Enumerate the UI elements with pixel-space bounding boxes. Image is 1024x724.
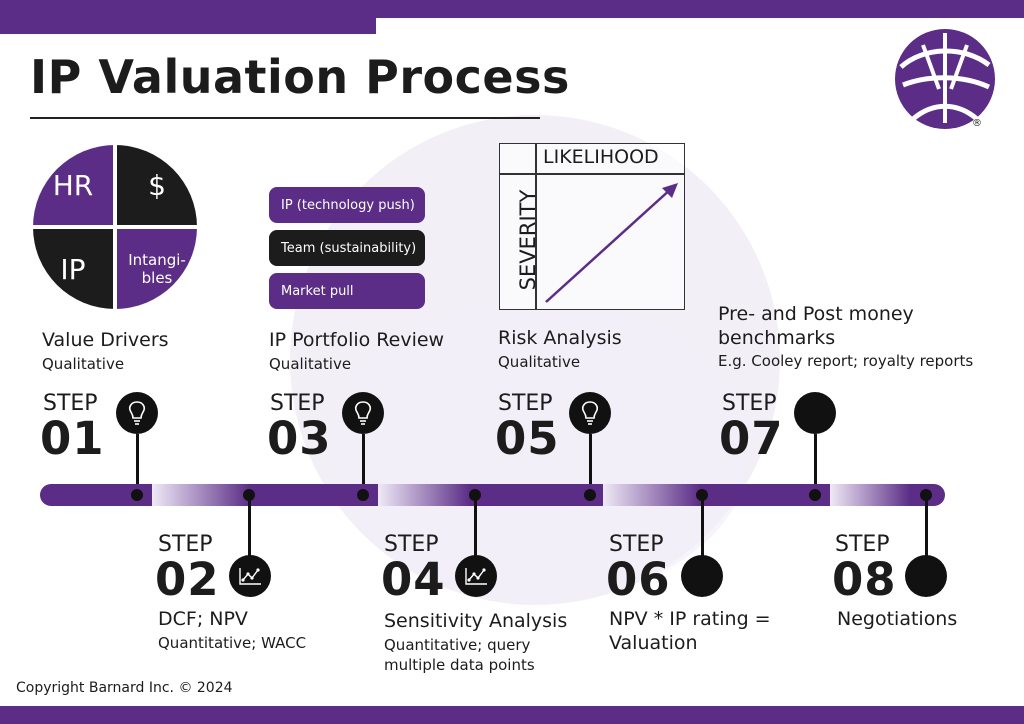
quadrant-ip-label: IP bbox=[60, 252, 86, 286]
lightbulb-icon bbox=[116, 392, 158, 434]
step-03-number: 03 bbox=[267, 412, 332, 465]
timeline-dot-01 bbox=[131, 489, 143, 501]
step-04-sub-line1: Quantitative; query bbox=[384, 636, 531, 654]
step-02-label: DCF; NPV bbox=[158, 608, 248, 630]
risk-severity-label: SEVERITY bbox=[516, 189, 540, 291]
step-03-connector bbox=[362, 434, 365, 490]
step-04-connector bbox=[474, 500, 477, 556]
risk-trend-arrow bbox=[545, 183, 678, 303]
step-05-label: Risk Analysis bbox=[498, 327, 622, 349]
step-02-number: 02 bbox=[155, 553, 220, 606]
step-01-sub: Qualitative bbox=[42, 355, 125, 373]
step-03-sub: Qualitative bbox=[269, 355, 352, 373]
timeline-dot-08 bbox=[920, 489, 932, 501]
brand-logo bbox=[893, 27, 997, 131]
step-03-word: STEP bbox=[270, 391, 325, 416]
step-01-word: STEP bbox=[43, 391, 98, 416]
step-07-word: STEP bbox=[722, 391, 777, 416]
step-08-connector bbox=[925, 500, 928, 556]
step-01-number: 01 bbox=[40, 412, 105, 465]
line-chart-icon bbox=[229, 555, 271, 597]
quadrant-hr-label: HR bbox=[52, 168, 94, 202]
step-06-label-line2: Valuation bbox=[609, 632, 698, 654]
line-chart-icon bbox=[455, 555, 497, 597]
page-title: IP Valuation Process bbox=[30, 50, 570, 104]
timeline-dot-06 bbox=[696, 489, 708, 501]
registered-mark: ® bbox=[972, 118, 982, 129]
step-07-connector bbox=[814, 434, 817, 490]
step-01-label: Value Drivers bbox=[42, 329, 169, 351]
step-04-number: 04 bbox=[381, 553, 446, 606]
step-07-sub: E.g. Cooley report; royalty reports bbox=[718, 352, 974, 370]
risk-matrix bbox=[499, 143, 685, 310]
step-03-label: IP Portfolio Review bbox=[269, 329, 445, 351]
risk-matrix-vdivider bbox=[535, 143, 537, 310]
timeline-bar bbox=[40, 484, 945, 506]
step-04-label: Sensitivity Analysis bbox=[384, 610, 568, 632]
quadrant-money: $ bbox=[117, 145, 197, 225]
timeline-dot-03 bbox=[357, 489, 369, 501]
quadrant-hr: HR bbox=[33, 145, 113, 225]
pill-market-pull: Market pull bbox=[269, 273, 425, 309]
step-04-sub-line2: multiple data points bbox=[384, 656, 535, 674]
quadrant-intangibles-label: Intangi- bles bbox=[128, 251, 186, 287]
background-watermark-inner bbox=[330, 300, 750, 600]
step-06-word: STEP bbox=[609, 532, 664, 557]
step-08-word: STEP bbox=[835, 532, 890, 557]
step-08-number: 08 bbox=[832, 553, 897, 606]
risk-likelihood-label: LIKELIHOOD bbox=[543, 146, 659, 168]
step-07-label-line1: Pre- and Post money bbox=[718, 303, 914, 325]
bottom-bar bbox=[0, 706, 1024, 724]
step-08-label: Negotiations bbox=[837, 608, 958, 630]
quadrant-intangibles: Intangi- bles bbox=[117, 229, 197, 309]
risk-matrix-hdivider bbox=[499, 173, 685, 175]
circle-icon bbox=[794, 392, 836, 434]
copyright: Copyright Barnard Inc. © 2024 bbox=[16, 680, 233, 696]
pill-technology-push: IP (technology push) bbox=[269, 187, 425, 223]
step-06-connector bbox=[701, 500, 704, 556]
lightbulb-icon bbox=[342, 392, 384, 434]
quadrant-ip: IP bbox=[33, 229, 113, 309]
step-07-label-line2: benchmarks bbox=[718, 327, 836, 349]
step-06-number: 06 bbox=[606, 553, 671, 606]
circle-icon bbox=[905, 555, 947, 597]
pill-team-sustainability: Team (sustainability) bbox=[269, 230, 425, 266]
top-bar-left bbox=[0, 0, 376, 34]
timeline-dot-05 bbox=[584, 489, 596, 501]
step-02-word: STEP bbox=[158, 532, 213, 557]
value-drivers-circle: HR $ IP Intangi- bles bbox=[33, 145, 197, 309]
title-underline bbox=[30, 117, 540, 119]
timeline-dot-04 bbox=[469, 489, 481, 501]
step-02-sub: Quantitative; WACC bbox=[158, 634, 307, 652]
timeline-dot-02 bbox=[243, 489, 255, 501]
circle-icon bbox=[681, 555, 723, 597]
step-01-connector bbox=[136, 434, 139, 490]
lightbulb-icon bbox=[569, 392, 611, 434]
step-07-number: 07 bbox=[719, 412, 784, 465]
quadrant-money-label: $ bbox=[148, 168, 166, 202]
step-05-number: 05 bbox=[495, 412, 560, 465]
step-05-word: STEP bbox=[498, 391, 553, 416]
step-02-connector bbox=[248, 500, 251, 556]
step-06-label-line1: NPV * IP rating = bbox=[609, 608, 771, 630]
step-04-word: STEP bbox=[384, 532, 439, 557]
timeline-dot-07 bbox=[809, 489, 821, 501]
step-05-connector bbox=[589, 434, 592, 490]
step-05-sub: Qualitative bbox=[498, 353, 581, 371]
top-bar-right bbox=[376, 0, 1024, 18]
